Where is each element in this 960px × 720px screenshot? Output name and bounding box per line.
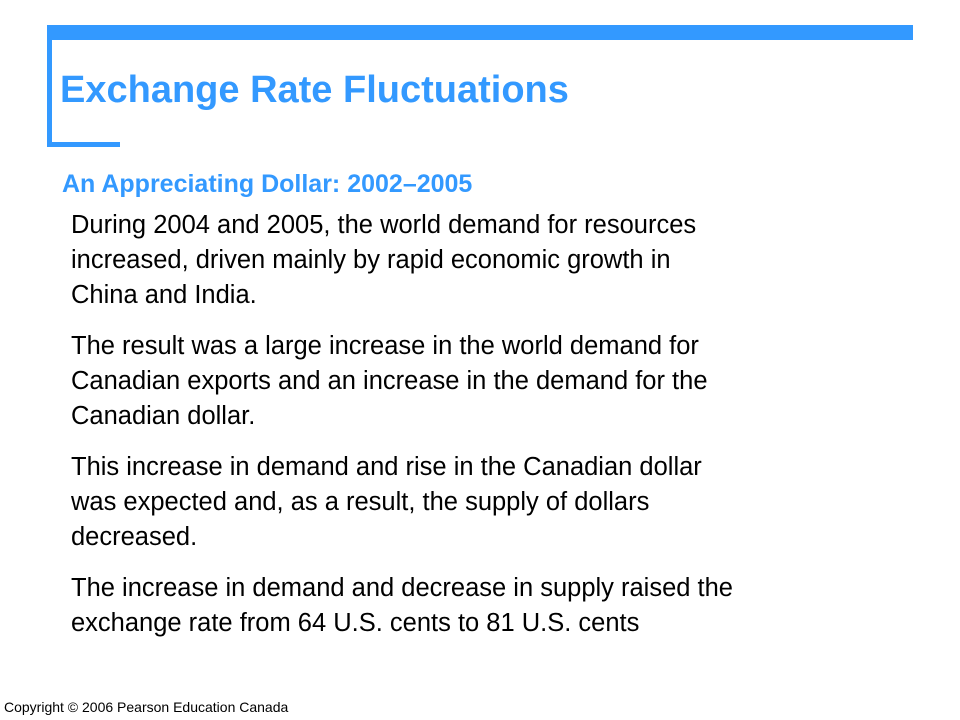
paragraph-line: increased, driven mainly by rapid econom… (71, 246, 671, 274)
paragraph-line: decreased. (71, 523, 198, 551)
paragraph-3: This increase in demand and rise in the … (71, 450, 931, 555)
title-accent-bar-bottom (47, 142, 120, 147)
paragraph-line: The result was a large increase in the w… (71, 332, 699, 360)
paragraph-line: Canadian dollar. (71, 402, 256, 430)
paragraph-line: This increase in demand and rise in the … (71, 453, 702, 481)
paragraph-2: The result was a large increase in the w… (71, 329, 931, 434)
paragraph-line: Canadian exports and an increase in the … (71, 367, 708, 395)
paragraph-line: The increase in demand and decrease in s… (71, 574, 733, 602)
paragraph-1: During 2004 and 2005, the world demand f… (71, 208, 931, 313)
slide-subtitle: An Appreciating Dollar: 2002–2005 (62, 170, 473, 198)
title-accent-bar-top (47, 25, 913, 40)
paragraph-4: The increase in demand and decrease in s… (71, 571, 931, 641)
paragraph-line: exchange rate from 64 U.S. cents to 81 U… (71, 609, 640, 637)
paragraph-line: During 2004 and 2005, the world demand f… (71, 211, 697, 239)
paragraph-line: China and India. (71, 281, 257, 309)
copyright-notice: Copyright © 2006 Pearson Education Canad… (4, 699, 289, 715)
slide-body: During 2004 and 2005, the world demand f… (71, 208, 931, 657)
slide-title: Exchange Rate Fluctuations (60, 69, 569, 111)
title-accent-bar-left (47, 25, 52, 147)
paragraph-line: was expected and, as a result, the suppl… (71, 488, 650, 516)
